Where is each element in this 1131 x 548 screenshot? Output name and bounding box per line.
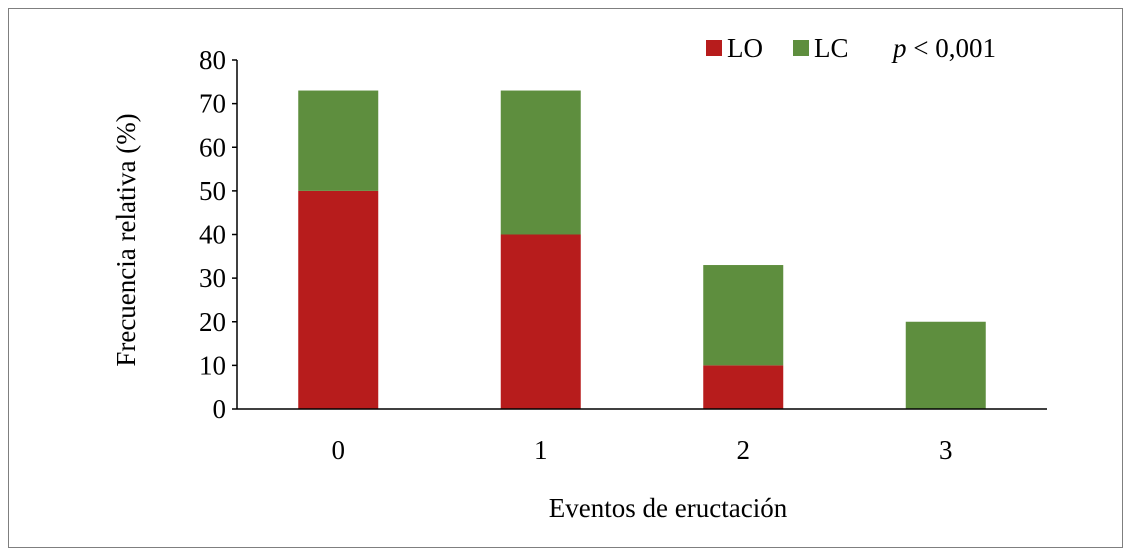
bar-lo-1: [500, 234, 581, 409]
bar-lo-0: [298, 190, 379, 409]
bar-lc-1: [500, 90, 581, 235]
legend-swatch-lc: [793, 40, 809, 56]
y-tick-label-0: 0: [213, 394, 227, 424]
y-tick-label-20: 20: [199, 307, 226, 337]
x-tick-label-1: 1: [534, 435, 548, 465]
y-tick-label-70: 70: [199, 89, 226, 119]
x-tick-label-2: 2: [737, 435, 751, 465]
y-tick-label-60: 60: [199, 132, 226, 162]
y-tick-label-40: 40: [199, 220, 226, 250]
legend-swatch-lo: [706, 40, 722, 56]
x-tick-label-3: 3: [939, 435, 953, 465]
stacked-bar-chart: Frecuencia relativa (%) Eventos de eruct…: [111, 33, 1047, 523]
y-axis-label: Frecuencia relativa (%): [111, 113, 141, 366]
bars-group: [298, 90, 986, 409]
x-axis-label: Eventos de eructación: [549, 493, 788, 523]
y-tick-label-10: 10: [199, 350, 226, 380]
y-tick-label-80: 80: [199, 45, 226, 75]
bar-lc-0: [298, 90, 379, 191]
bar-lc-3: [905, 321, 986, 409]
y-tick-label-50: 50: [199, 176, 226, 206]
y-tick-label-30: 30: [199, 263, 226, 293]
bar-lo-2: [703, 365, 784, 409]
legend-label-lo: LO: [727, 33, 763, 63]
axes-group: 0 10 20 30 40 50 60 70 80 0 1 2 3: [199, 45, 1047, 465]
legend-label-lc: LC: [814, 33, 849, 63]
bar-lc-2: [703, 265, 784, 366]
x-tick-label-0: 0: [332, 435, 346, 465]
significance-annotation: p < 0,001: [891, 33, 996, 63]
legend: LO LC p < 0,001: [706, 33, 996, 63]
